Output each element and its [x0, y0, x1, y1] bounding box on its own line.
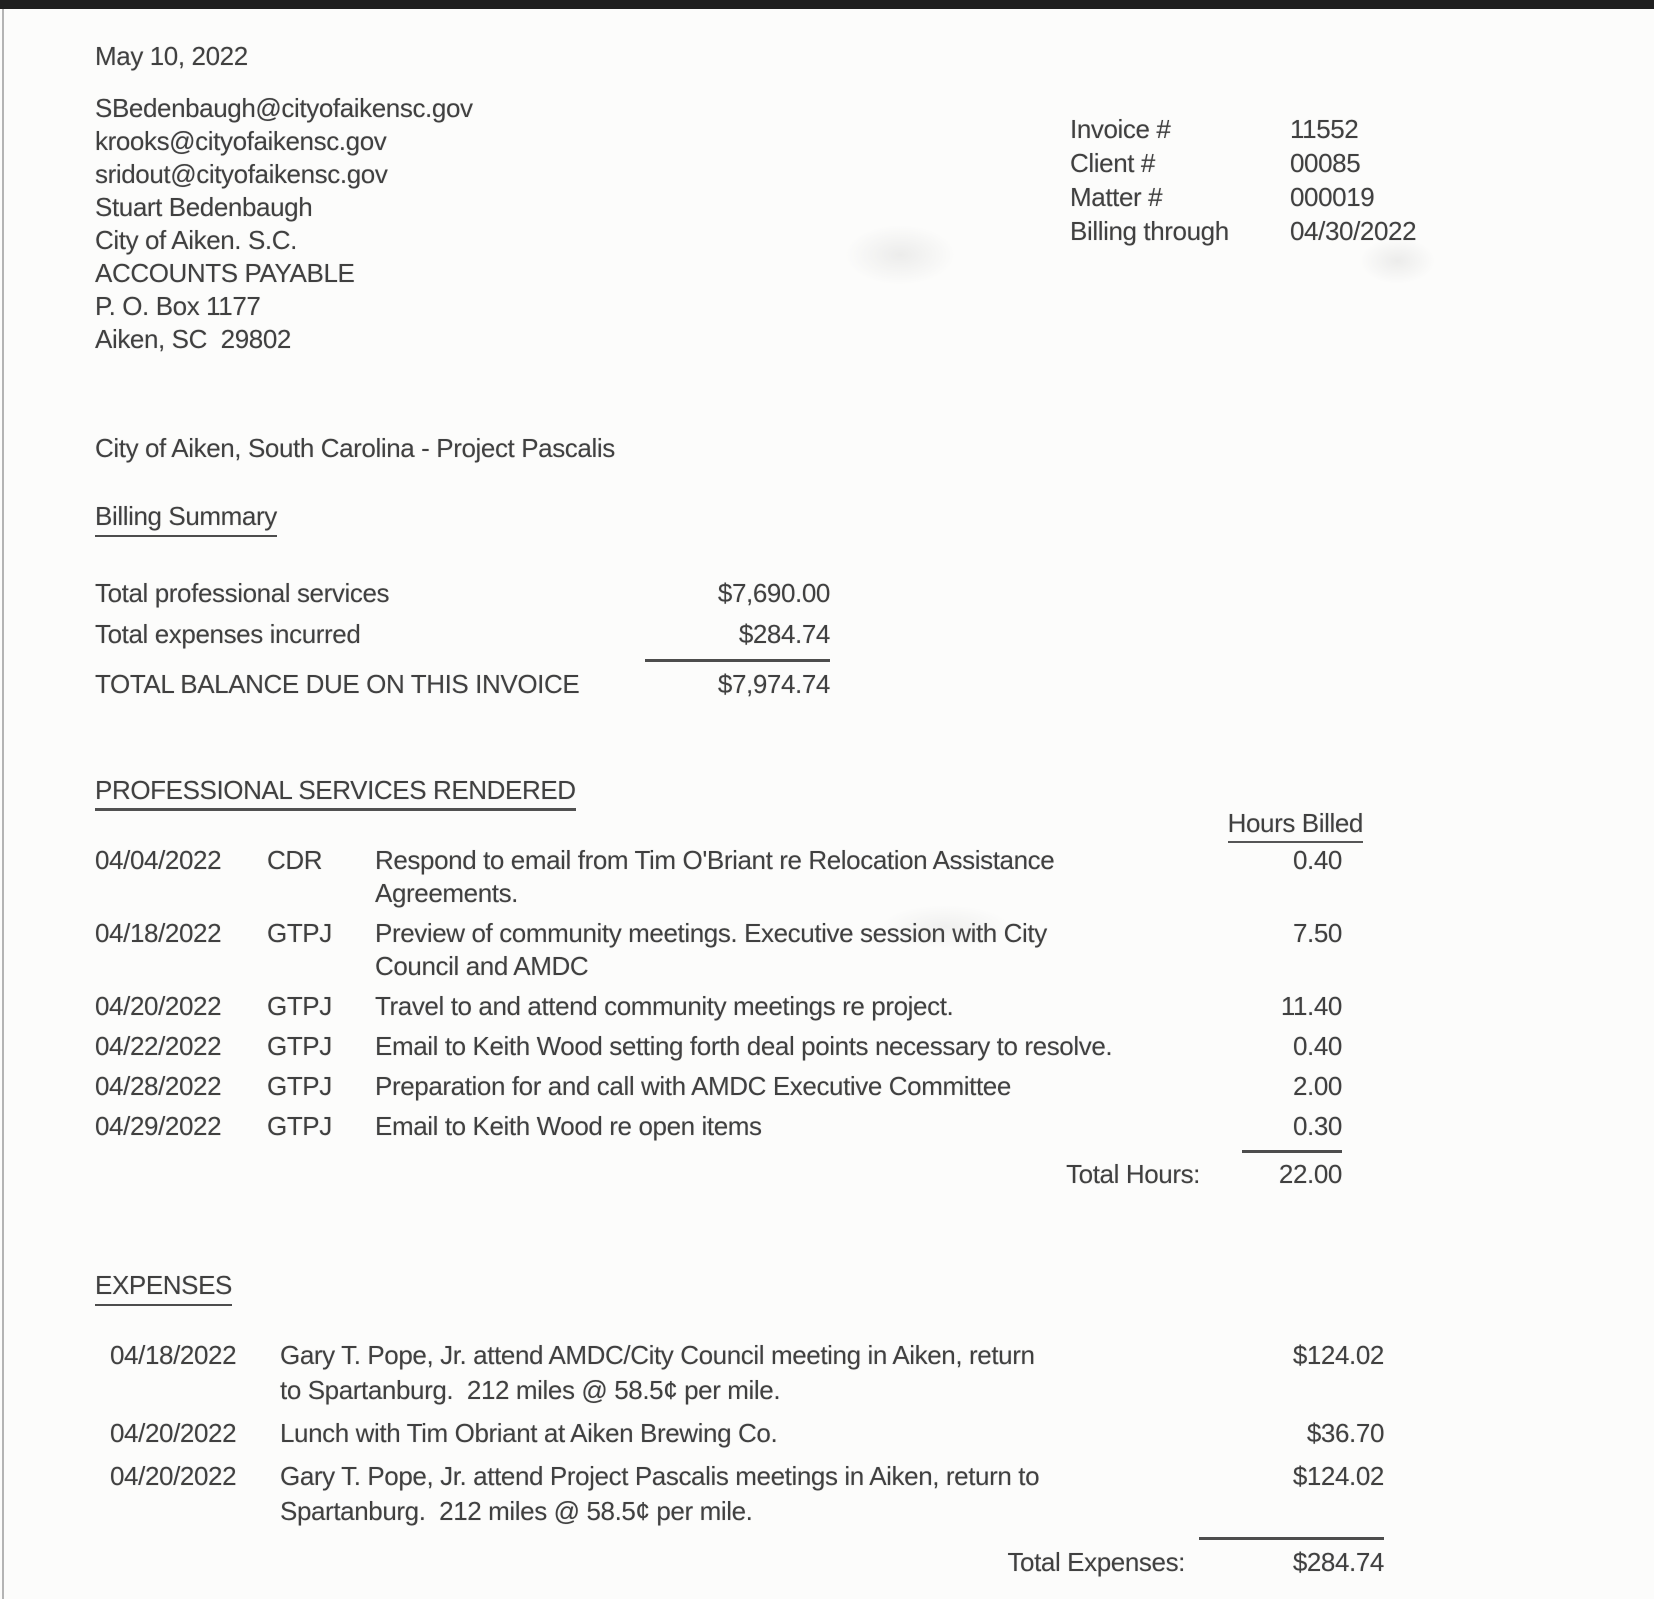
billing-summary-heading: Billing Summary [95, 500, 277, 537]
service-description: Email to Keith Wood re open items [375, 1111, 762, 1141]
scan-left-edge [2, 9, 4, 1599]
total-balance-amount: $7,974.74 [645, 659, 830, 701]
recipient-department: ACCOUNTS PAYABLE [95, 258, 355, 288]
recipient-organization: City of Aiken. S.C. [95, 225, 297, 255]
service-hours: 0.40 [1292, 1031, 1342, 1061]
billing-through-value: 04/30/2022 [1290, 216, 1417, 246]
service-description: Travel to and attend community meetings … [375, 991, 954, 1021]
service-row: 04/29/2022 GTPJ Email to Keith Wood re o… [95, 1110, 1342, 1143]
service-timekeeper: GTPJ [267, 1071, 332, 1101]
expenses-heading: EXPENSES [95, 1269, 232, 1306]
service-hours: 7.50 [1292, 918, 1342, 948]
summary-amount: $7,690.00 [717, 578, 830, 608]
total-hours-row: Total Hours: 22.00 [95, 1150, 1342, 1191]
service-row: 04/22/2022 GTPJ Email to Keith Wood sett… [95, 1030, 1342, 1063]
matter-title: City of Aiken, South Carolina - Project … [95, 433, 615, 463]
service-hours: 0.30 [1292, 1111, 1342, 1141]
invoice-number-row: Invoice # 11552 [1070, 112, 1416, 146]
expense-row: 04/18/2022 Gary T. Pope, Jr. attend AMDC… [110, 1338, 1384, 1408]
expense-date: 04/20/2022 [110, 1418, 237, 1448]
summary-amount: $284.74 [738, 619, 831, 649]
scan-top-edge [0, 0, 1654, 9]
expense-amount: $124.02 [1292, 1340, 1385, 1370]
expense-amount: $36.70 [1306, 1418, 1385, 1448]
service-hours: 0.40 [1292, 845, 1342, 875]
summary-total-row: TOTAL BALANCE DUE ON THIS INVOICE $7,974… [95, 659, 1654, 701]
service-date: 04/18/2022 [95, 918, 222, 948]
summary-row: Total professional services $7,690.00 [95, 577, 1654, 610]
recipient-block: SBedenbaugh@cityofaikensc.gov krooks@cit… [95, 92, 1654, 356]
service-hours: 2.00 [1292, 1071, 1342, 1101]
service-timekeeper: GTPJ [267, 991, 332, 1021]
invoice-number-label: Invoice # [1070, 114, 1171, 144]
summary-label: Total expenses incurred [95, 619, 361, 649]
total-expenses-value: $284.74 [1199, 1537, 1384, 1580]
service-date: 04/04/2022 [95, 845, 222, 875]
client-number-row: Client # 00085 [1070, 146, 1416, 180]
service-description: Respond to email from Tim O'Briant re Re… [375, 845, 1055, 908]
expense-description: Gary T. Pope, Jr. attend AMDC/City Counc… [280, 1340, 1035, 1405]
service-description: Preparation for and call with AMDC Execu… [375, 1071, 1011, 1101]
service-timekeeper: GTPJ [267, 1111, 332, 1141]
service-date: 04/22/2022 [95, 1031, 222, 1061]
service-date: 04/28/2022 [95, 1071, 222, 1101]
service-row: 04/18/2022 GTPJ Preview of community mee… [95, 917, 1342, 983]
summary-row: Total expenses incurred $284.74 [95, 618, 1654, 651]
billing-through-label: Billing through [1070, 216, 1229, 246]
billing-through-row: Billing through 04/30/2022 [1070, 214, 1417, 248]
service-date: 04/29/2022 [95, 1111, 222, 1141]
matter-number-value: 000019 [1290, 182, 1375, 212]
service-timekeeper: GTPJ [267, 918, 332, 948]
service-row: 04/28/2022 GTPJ Preparation for and call… [95, 1070, 1342, 1103]
service-row: 04/04/2022 CDR Respond to email from Tim… [95, 844, 1342, 910]
invoice-number-value: 11552 [1290, 114, 1359, 144]
recipient-email: SBedenbaugh@cityofaikensc.gov [95, 93, 473, 123]
expense-description: Gary T. Pope, Jr. attend Project Pascali… [280, 1461, 1040, 1526]
letter-date: May 10, 2022 [95, 41, 248, 71]
billing-summary-table: Total professional services $7,690.00 To… [95, 577, 1654, 701]
expense-row: 04/20/2022 Gary T. Pope, Jr. attend Proj… [110, 1459, 1384, 1529]
service-row: 04/20/2022 GTPJ Travel to and attend com… [95, 990, 1342, 1023]
expense-description: Lunch with Tim Obriant at Aiken Brewing … [280, 1418, 778, 1448]
services-table: 04/04/2022 CDR Respond to email from Tim… [95, 844, 1654, 1143]
billing-summary-section: Billing Summary [95, 500, 1654, 537]
recipient-city-state-zip: Aiken, SC 29802 [95, 324, 291, 354]
client-number-value: 00085 [1290, 148, 1361, 178]
total-expenses-row: Total Expenses: $284.74 [110, 1537, 1384, 1580]
matter-number-row: Matter # 000019 [1070, 180, 1416, 214]
recipient-po-box: P. O. Box 1177 [95, 291, 261, 321]
recipient-email: sridout@cityofaikensc.gov [95, 159, 388, 189]
expenses-section: EXPENSES [95, 1269, 1654, 1306]
expense-date: 04/20/2022 [110, 1461, 237, 1491]
service-description: Email to Keith Wood setting forth deal p… [375, 1031, 1113, 1061]
total-expenses-label: Total Expenses: [1007, 1547, 1185, 1577]
expenses-table: 04/18/2022 Gary T. Pope, Jr. attend AMDC… [110, 1338, 1654, 1580]
service-description: Preview of community meetings. Executive… [375, 918, 1047, 981]
total-hours-label: Total Hours: [1066, 1159, 1200, 1189]
total-hours-value: 22.00 [1242, 1150, 1342, 1191]
services-heading: PROFESSIONAL SERVICES RENDERED [95, 774, 576, 811]
total-balance-label: TOTAL BALANCE DUE ON THIS INVOICE [95, 669, 580, 699]
expense-row: 04/20/2022 Lunch with Tim Obriant at Aik… [110, 1416, 1384, 1451]
summary-label: Total professional services [95, 578, 390, 608]
service-date: 04/20/2022 [95, 991, 222, 1021]
client-number-label: Client # [1070, 148, 1155, 178]
expense-date: 04/18/2022 [110, 1340, 237, 1370]
service-hours: 11.40 [1280, 991, 1343, 1021]
invoice-meta-block: Invoice # 11552 Client # 00085 Matter # … [1070, 112, 1417, 248]
hours-billed-header: Hours Billed [1227, 807, 1363, 843]
expense-amount: $124.02 [1292, 1461, 1385, 1491]
hours-billed-header-row: Hours Billed [95, 807, 1363, 843]
service-timekeeper: CDR [267, 845, 323, 875]
matter-number-label: Matter # [1070, 182, 1163, 212]
service-timekeeper: GTPJ [267, 1031, 332, 1061]
services-section: PROFESSIONAL SERVICES RENDERED [95, 774, 1654, 811]
recipient-name: Stuart Bedenbaugh [95, 192, 313, 222]
recipient-email: krooks@cityofaikensc.gov [95, 126, 387, 156]
